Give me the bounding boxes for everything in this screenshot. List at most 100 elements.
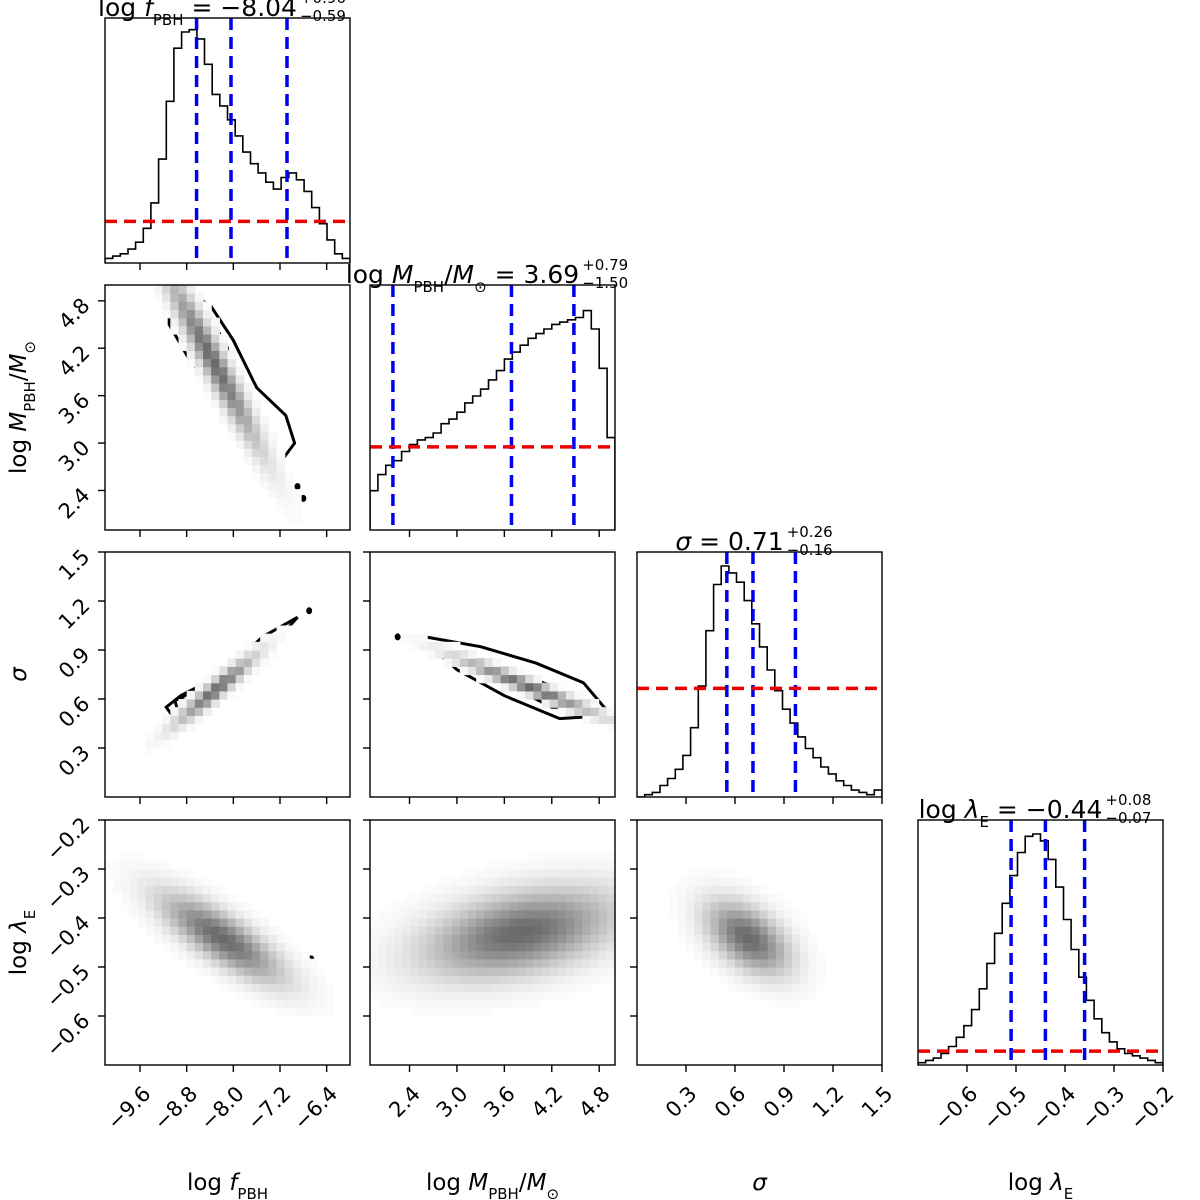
density-cell bbox=[710, 958, 720, 968]
density-cell bbox=[145, 909, 155, 919]
density-cell bbox=[525, 926, 534, 935]
density-cell bbox=[590, 950, 600, 960]
density-cell bbox=[775, 918, 785, 927]
density-cell bbox=[292, 991, 302, 1001]
density-cell bbox=[325, 983, 335, 993]
label-part: / bbox=[6, 373, 32, 381]
density-cell bbox=[533, 885, 543, 895]
density-cell bbox=[549, 690, 559, 700]
contour-dot bbox=[306, 607, 313, 615]
density-cell bbox=[468, 650, 477, 659]
density-cell bbox=[162, 934, 171, 944]
density-cell bbox=[557, 991, 567, 1001]
density-cell bbox=[268, 650, 278, 659]
density-cell bbox=[186, 715, 196, 725]
density-cell bbox=[121, 869, 131, 878]
title-minus: −1.50 bbox=[582, 274, 628, 292]
density-cell bbox=[574, 950, 583, 960]
label-part: E bbox=[979, 813, 988, 831]
label-part: log bbox=[6, 933, 32, 975]
density-cell bbox=[541, 869, 551, 878]
density-cell bbox=[162, 901, 171, 911]
density-cell bbox=[203, 325, 212, 335]
density-cell bbox=[525, 893, 534, 903]
density-cell bbox=[170, 926, 180, 935]
density-cell bbox=[759, 909, 769, 919]
contour-dot bbox=[294, 483, 301, 491]
density-cell bbox=[459, 909, 469, 919]
density-cell bbox=[557, 934, 567, 944]
density-cell bbox=[235, 399, 245, 409]
density-cell bbox=[574, 942, 583, 952]
density-cell bbox=[211, 682, 220, 692]
density-cell bbox=[211, 342, 220, 351]
density-cell bbox=[317, 983, 327, 993]
density-cell bbox=[170, 707, 180, 716]
density-cell bbox=[260, 958, 269, 968]
y-tick-label-l: −0.4 bbox=[42, 911, 95, 964]
y-tick-label-M: 4.2 bbox=[54, 341, 95, 382]
density-cell bbox=[268, 967, 278, 976]
density-cell bbox=[459, 983, 469, 993]
density-cell bbox=[235, 674, 245, 684]
x-tick-label-f: −8.0 bbox=[196, 1082, 249, 1135]
density-cell bbox=[492, 877, 502, 886]
density-cell bbox=[451, 991, 461, 1001]
density-cell bbox=[590, 885, 600, 895]
density-cell bbox=[235, 383, 245, 392]
density-cell bbox=[194, 942, 204, 952]
density-cell bbox=[260, 926, 269, 935]
x-tick-label-l: −0.6 bbox=[930, 1082, 983, 1135]
label-part: λ bbox=[963, 795, 980, 824]
density-cell bbox=[566, 950, 575, 960]
density-cell bbox=[726, 975, 736, 984]
density-cell bbox=[492, 926, 502, 935]
density-cell bbox=[517, 690, 526, 700]
density-cell bbox=[301, 958, 310, 968]
x-tick-label-l: −0.3 bbox=[1077, 1082, 1130, 1135]
density-cell bbox=[792, 926, 801, 935]
density-cell bbox=[517, 950, 526, 960]
density-cell bbox=[410, 641, 420, 651]
density-cell bbox=[702, 950, 712, 960]
density-cell bbox=[451, 926, 461, 935]
density-cell bbox=[500, 893, 510, 903]
density-cell bbox=[317, 999, 327, 1009]
density-cell bbox=[292, 975, 302, 984]
y-axis-label-s: σ bbox=[6, 666, 32, 682]
density-cell bbox=[525, 983, 534, 993]
density-cell bbox=[252, 448, 261, 458]
title-minus: −0.07 bbox=[1105, 809, 1151, 827]
density-cell bbox=[606, 942, 616, 952]
density-cell bbox=[410, 967, 420, 976]
density-cell bbox=[154, 723, 163, 733]
density-cell bbox=[252, 983, 261, 993]
density-cell bbox=[443, 909, 453, 919]
density-cell bbox=[211, 690, 220, 700]
density-cell bbox=[800, 918, 810, 927]
density-cell bbox=[606, 901, 616, 911]
panel-frame-0-0 bbox=[104, 17, 351, 264]
title-value: = −0.44 bbox=[989, 795, 1102, 824]
density-cell bbox=[549, 885, 559, 895]
density-cell bbox=[451, 983, 461, 993]
density-cell bbox=[227, 967, 237, 976]
density-cell bbox=[735, 901, 744, 911]
density-cell bbox=[427, 983, 436, 993]
density-cell bbox=[219, 909, 229, 919]
density-cell bbox=[492, 950, 502, 960]
density-cell bbox=[378, 991, 387, 1001]
density-cell bbox=[378, 934, 387, 944]
y-tick-label-s: 1.5 bbox=[54, 545, 95, 586]
density-cell bbox=[317, 975, 327, 984]
density-cell bbox=[386, 975, 396, 984]
density-cell bbox=[598, 967, 608, 976]
density-cell bbox=[517, 893, 526, 903]
density-cell bbox=[309, 983, 318, 993]
density-cell bbox=[386, 934, 396, 944]
density-cell bbox=[726, 967, 736, 976]
density-cell bbox=[677, 934, 687, 944]
density-cell bbox=[235, 901, 245, 911]
density-cell bbox=[525, 950, 534, 960]
panel-content-0-0 bbox=[105, 18, 350, 263]
